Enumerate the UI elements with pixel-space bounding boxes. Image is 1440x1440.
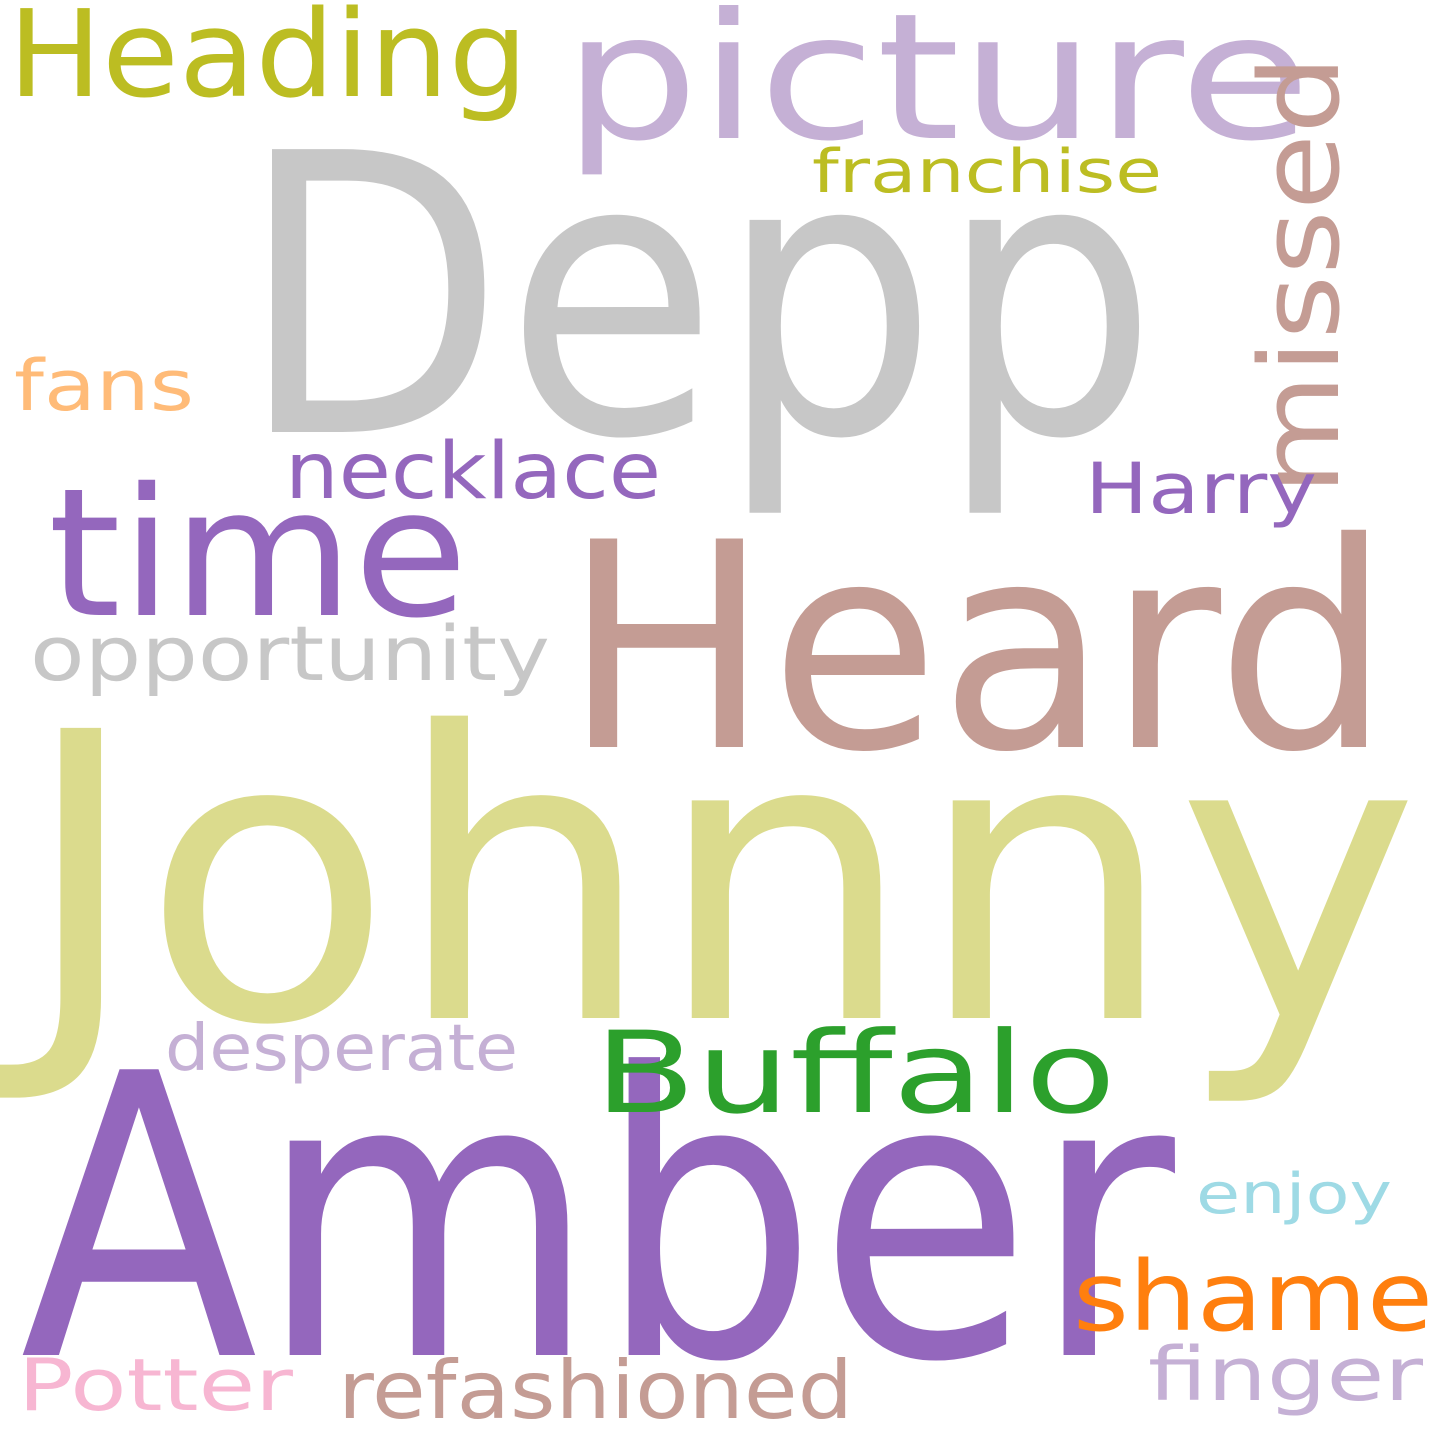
word-time: time: [48, 450, 468, 657]
word-opportunity: opportunity: [30, 609, 550, 698]
word-potter: Potter: [18, 1343, 294, 1427]
word-depp: Depp: [238, 72, 1158, 524]
word-enjoy: enjoy: [1196, 1162, 1392, 1227]
word-harry: Harry: [1085, 448, 1317, 530]
word-necklace: necklace: [285, 427, 661, 517]
word-franchise: franchise: [812, 137, 1162, 207]
word-picture: picture: [563, 0, 1311, 180]
word-heading: Heading: [8, 0, 528, 125]
word-missed: missed: [1236, 55, 1364, 495]
word-desperate: desperate: [165, 1012, 518, 1086]
word-shame: shame: [1073, 1241, 1433, 1353]
word-buffalo: Buffalo: [594, 1007, 1116, 1139]
word-johnny: Johnny: [0, 649, 1420, 1112]
word-refashioned: refashioned: [338, 1344, 853, 1437]
word-heard: Heard: [563, 483, 1391, 815]
word-finger: finger: [1148, 1332, 1424, 1418]
word-fans: fans: [14, 345, 194, 427]
word-amber: Amber: [20, 992, 1179, 1440]
